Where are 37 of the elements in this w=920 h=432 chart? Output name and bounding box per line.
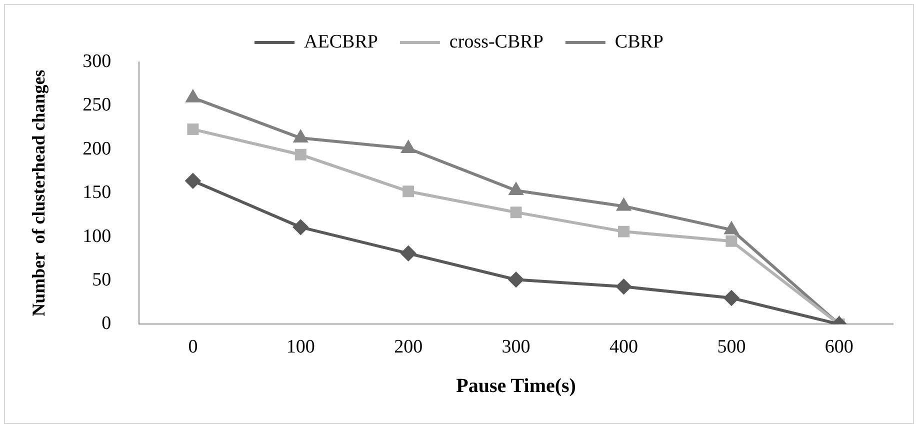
point: [293, 220, 308, 235]
x-tick-label: 300: [502, 336, 530, 358]
point: [618, 226, 630, 238]
point: [616, 279, 632, 294]
point: [724, 222, 738, 234]
point: [726, 235, 738, 247]
x-tick-label: 400: [610, 336, 638, 358]
point: [294, 148, 306, 160]
y-tick-label: 250: [82, 94, 112, 116]
y-axis-title: Number of clusterhead changes: [28, 70, 48, 316]
x-tick-label: 100: [286, 336, 315, 358]
y-tick-label: 200: [82, 138, 112, 160]
point: [187, 124, 199, 136]
legend-label: AECBRP: [304, 31, 378, 52]
y-tick-label: 100: [82, 226, 112, 247]
x-tick-label: 600: [824, 336, 854, 358]
point: [185, 173, 200, 188]
y-tick-label: 0: [102, 313, 112, 334]
legend-label: cross-CBRP: [449, 31, 544, 52]
point: [508, 272, 524, 288]
x-tick-label: 500: [717, 336, 746, 358]
point: [724, 290, 739, 306]
x-axis-title: Pause Time(s): [456, 375, 576, 398]
y-tick-label: 150: [82, 182, 112, 204]
x-tick-label: 200: [394, 336, 423, 358]
x-tick-label: 0: [188, 336, 198, 358]
point: [294, 130, 308, 143]
point: [510, 206, 522, 218]
point: [617, 198, 630, 211]
point: [402, 186, 414, 198]
point: [402, 141, 416, 154]
legend-label: CBRP: [614, 31, 664, 52]
y-tick-label: 50: [92, 269, 112, 290]
y-tick-label: 300: [82, 50, 112, 72]
point: [509, 182, 523, 195]
point: [400, 246, 416, 261]
point: [186, 90, 200, 102]
